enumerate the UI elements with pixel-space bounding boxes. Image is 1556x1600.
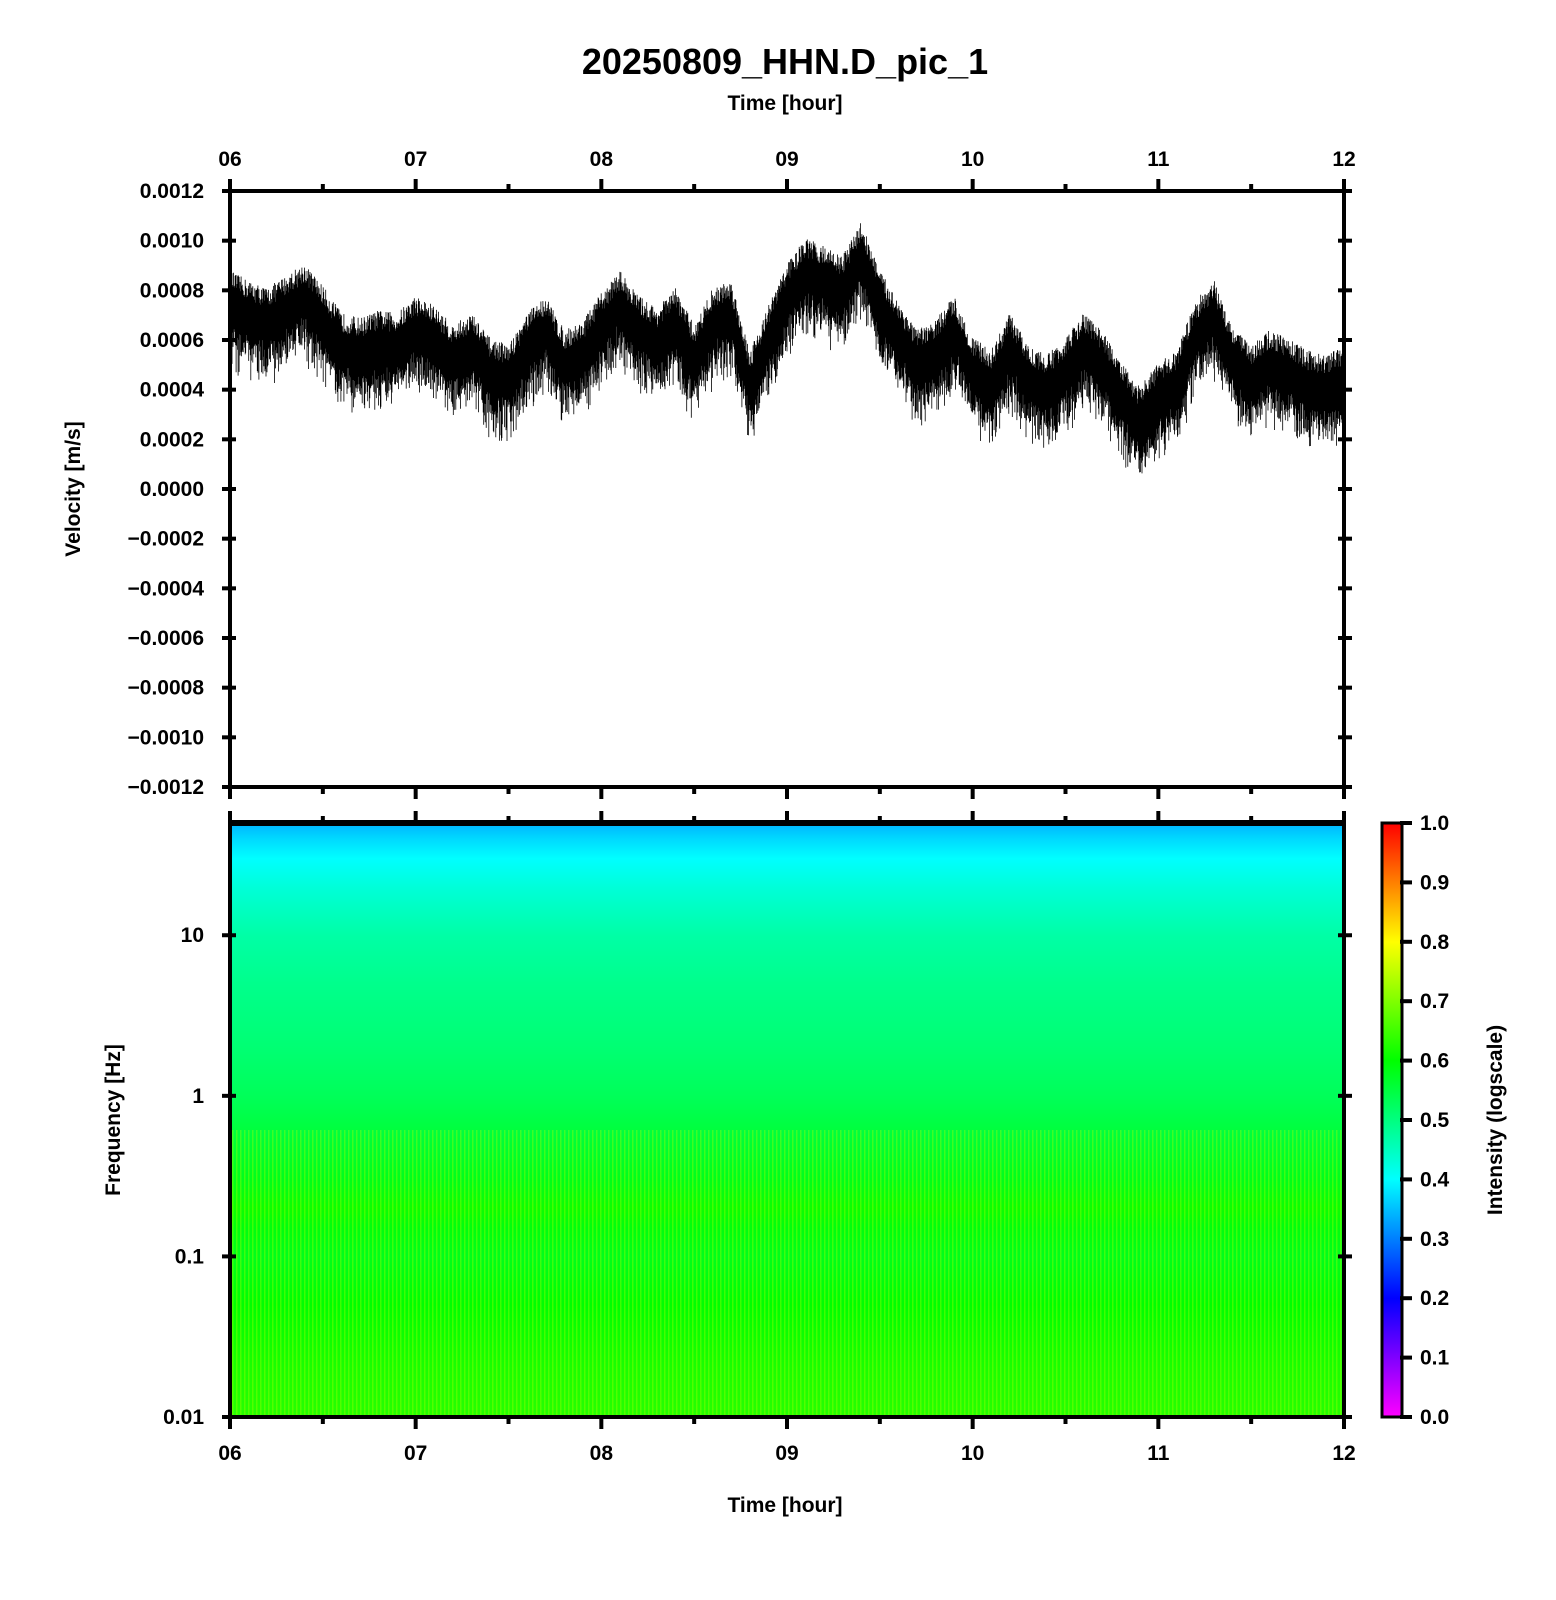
x-tick-label: 08	[590, 148, 614, 171]
spectrogram-y-ticks: 10 1 0.1 0.01	[163, 924, 1352, 1429]
freq-tick-label: 10	[181, 924, 204, 947]
x-tick-label: 07	[404, 1442, 427, 1465]
waveform-panel: 06 07 08 09 10 11 12 0.00120.00100.00080.00060…	[62, 148, 1356, 799]
x-tick-label: 11	[1147, 148, 1170, 171]
top-x-axis-label: Time [hour]	[727, 92, 842, 115]
freq-tick-label: 1	[192, 1085, 204, 1108]
y-tick-label: −0.0002	[128, 528, 205, 551]
spectrogram-x-ticks: 06 07 08 09 10 11 12	[218, 811, 1356, 1465]
colorbar-tick-label: 0.4	[1420, 1168, 1450, 1191]
x-tick-label: 09	[775, 148, 798, 171]
time-axis-label: Time [hour]	[727, 1494, 842, 1517]
x-tick-label: 12	[1332, 1442, 1355, 1465]
colorbar-tick-label: 0.1	[1420, 1347, 1450, 1370]
freq-tick-label: 0.1	[175, 1245, 205, 1268]
y-tick-label: −0.0010	[128, 726, 205, 749]
x-tick-label: 10	[961, 1442, 984, 1465]
y-tick-label: 0.0006	[140, 329, 204, 352]
y-tick-label: 0.0002	[140, 428, 204, 451]
y-tick-label: −0.0006	[128, 627, 205, 650]
spectrogram-panel: 06 07 08 09 10 11 12 10 1 0.1 0.01 Time [hour] Fr…	[102, 811, 1356, 1517]
velocity-axis-label: Velocity [m/s]	[62, 421, 85, 556]
freq-tick-label: 0.01	[163, 1406, 204, 1429]
colorbar-label: Intensity (logscale)	[1484, 1025, 1507, 1215]
y-tick-label: 0.0012	[140, 180, 204, 203]
colorbar-tick-label: 0.2	[1420, 1287, 1449, 1310]
colorbar-tick-label: 0.7	[1420, 990, 1449, 1013]
x-tick-label: 08	[590, 1442, 614, 1465]
colorbar-tick-label: 0.0	[1420, 1406, 1449, 1429]
colorbar-tick-label: 0.8	[1420, 931, 1450, 954]
x-tick-label: 09	[775, 1442, 798, 1465]
y-tick-label: 0.0000	[140, 478, 204, 501]
y-tick-label: 0.0008	[140, 279, 205, 302]
colorbar-gradient	[1380, 821, 1404, 1419]
colorbar-tick-label: 0.3	[1420, 1228, 1449, 1251]
colorbar-tick-label: 1.0	[1420, 812, 1449, 835]
spectrogram-texture	[230, 1130, 1344, 1417]
colorbar-ticks: 1.0 0.9 0.8 0.7 0.6 0.5 0.4 0.3 0.2 0.1 0.0	[1400, 812, 1450, 1429]
colorbar-tick-label: 0.9	[1420, 871, 1449, 894]
y-tick-label: −0.0004	[128, 577, 205, 600]
colorbar-tick-label: 0.6	[1420, 1050, 1449, 1073]
velocity-series-line	[229, 258, 1345, 429]
x-tick-label: 06	[218, 148, 241, 171]
waveform-y-ticks: 0.0012 0.0010 0.0008 0.0006 0.0004 0.0002 0.00…	[128, 180, 1352, 799]
x-tick-label: 10	[961, 148, 984, 171]
y-tick-label: −0.0008	[128, 677, 205, 700]
x-tick-label: 11	[1147, 1442, 1170, 1465]
x-tick-label: 12	[1332, 148, 1355, 171]
y-tick-label: 0.0004	[140, 379, 205, 402]
y-tick-label: −0.0012	[128, 776, 205, 799]
chart-title: 20250809_HHN.D_pic_1	[582, 41, 988, 82]
colorbar-tick-label: 0.5	[1420, 1109, 1450, 1132]
frequency-axis-label: Frequency [Hz]	[102, 1044, 125, 1196]
y-tick-label: 0.0010	[140, 230, 204, 253]
colorbar: 1.0 0.9 0.8 0.7 0.6 0.5 0.4 0.3 0.2 0.1 0.0 Intens…	[1380, 812, 1507, 1429]
x-tick-label: 06	[218, 1442, 241, 1465]
waveform-top-x-ticks: 06 07 08 09 10 11 12	[218, 148, 1356, 191]
x-tick-label: 07	[404, 148, 427, 171]
